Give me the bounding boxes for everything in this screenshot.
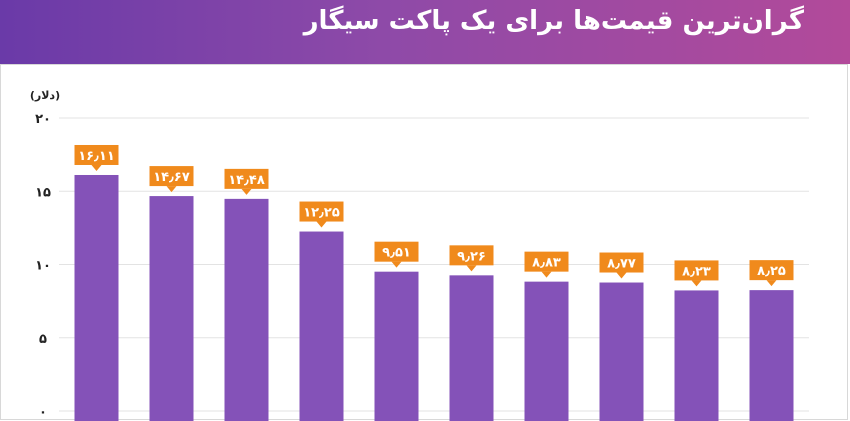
data-label-pointer	[166, 186, 177, 193]
bar	[149, 196, 194, 421]
data-label: ۹٫۵۱	[382, 246, 411, 261]
data-label-pointer	[466, 265, 477, 272]
data-label-box	[299, 201, 344, 222]
data-label: ۸٫۲۵	[757, 264, 786, 279]
bar	[74, 174, 119, 421]
data-label: ۱۴٫۴۸	[228, 173, 265, 188]
bar-chart: (دلار) ۰ ۵ ۱۰ ۱۵ ۲۰ ۱۶٫۱۱ ۱۴٫۶۷ ۱۴٫۴۸ ۱۲٫۲۵ ۹٫۵۱ ۹٫…	[30, 89, 809, 421]
bar	[524, 281, 569, 421]
data-label-box	[599, 252, 644, 273]
y-tick-label: ۱۵	[35, 185, 51, 200]
data-label: ۱۲٫۲۵	[303, 206, 340, 221]
data-label-box	[749, 260, 794, 281]
data-label-pointer	[541, 271, 552, 278]
data-label-pointer	[391, 261, 402, 268]
bar	[224, 198, 269, 421]
bar	[449, 275, 494, 421]
data-label-pointer	[616, 272, 627, 279]
header-banner: گران‌ترین قیمت‌ها برای یک پاکت سیگار	[0, 0, 850, 64]
y-tick-label: ۰	[39, 405, 47, 420]
bar	[374, 271, 419, 421]
chart-title: گران‌ترین قیمت‌ها برای یک پاکت سیگار	[303, 6, 804, 36]
chart-panel: (دلار) ۰ ۵ ۱۰ ۱۵ ۲۰ ۱۶٫۱۱ ۱۴٫۶۷ ۱۴٫۴۸ ۱۲٫۲۵ ۹٫۵۱ ۹٫…	[0, 64, 848, 421]
data-label: ۸٫۷۷	[607, 257, 636, 272]
data-label: ۹٫۲۶	[457, 249, 486, 264]
y-tick-label: ۵	[39, 332, 47, 347]
y-tick-label: ۲۰	[35, 112, 51, 127]
data-label-box	[524, 251, 569, 272]
data-label-box	[674, 260, 719, 281]
data-label-box	[449, 245, 494, 266]
data-label: ۸٫۲۳	[682, 264, 711, 279]
data-label-pointer	[766, 280, 777, 287]
bar	[299, 231, 344, 421]
data-label: ۸٫۸۳	[532, 256, 561, 271]
y-tick-label: ۱۰	[35, 259, 51, 274]
data-label-pointer	[691, 280, 702, 287]
bar	[749, 290, 794, 421]
bar	[599, 282, 644, 421]
data-label-box	[149, 166, 194, 187]
data-label-box	[74, 144, 119, 165]
data-label-pointer	[316, 221, 327, 228]
data-label-box	[224, 168, 269, 189]
data-label: ۱۶٫۱۱	[78, 149, 115, 164]
bar	[674, 290, 719, 421]
y-axis-unit-label: (دلار)	[30, 89, 60, 102]
data-label-pointer	[91, 164, 102, 171]
data-label-pointer	[241, 188, 252, 195]
data-label: ۱۴٫۶۷	[153, 170, 190, 185]
data-label-box	[374, 241, 419, 262]
